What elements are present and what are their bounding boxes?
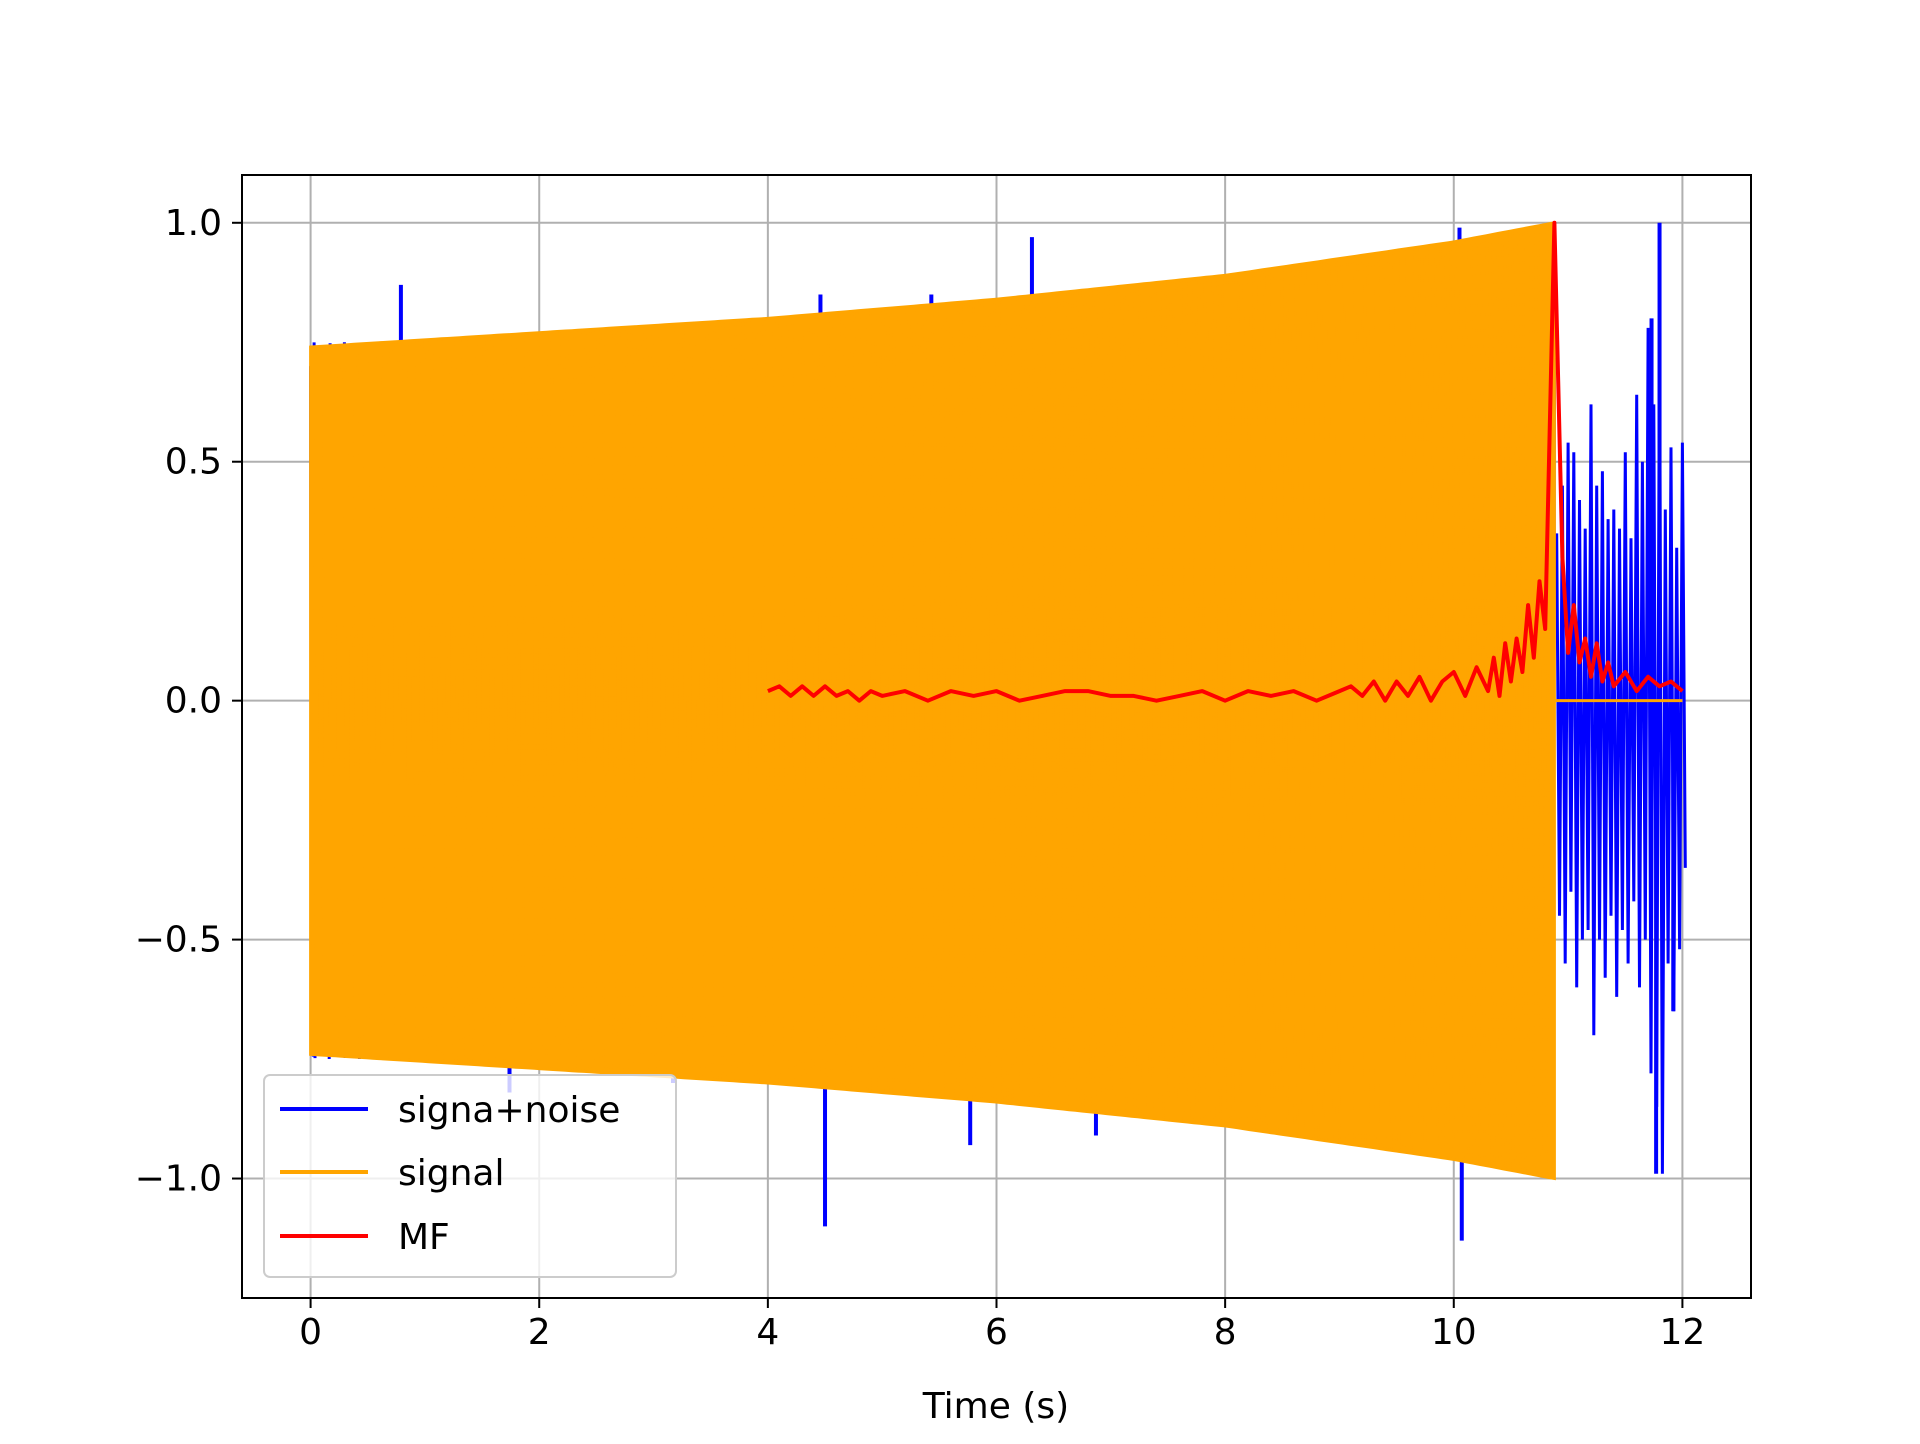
y-tick-label: −0.5	[135, 920, 222, 961]
series-signal-oscillation	[309, 222, 1556, 1179]
x-tick-label: 4	[756, 1312, 779, 1353]
series-mf-line	[767, 220, 1684, 703]
legend-label-signal: signal	[398, 1153, 505, 1194]
y-tick-label: 1.0	[165, 203, 222, 244]
y-tick-label: −1.0	[135, 1159, 222, 1200]
series-layer	[309, 220, 1687, 1241]
ticks-layer: 0 2 4 6 8 10 12 1.0 0.5 0.0 −0.5 −1.0	[135, 203, 1706, 1353]
x-tick-label: 8	[1214, 1312, 1237, 1353]
x-axis-label: Time (s)	[922, 1386, 1069, 1427]
x-tick-label: 12	[1660, 1312, 1706, 1353]
y-tick-label: 0.5	[165, 442, 222, 483]
x-tick-label: 10	[1431, 1312, 1477, 1353]
x-tick-label: 6	[985, 1312, 1008, 1353]
legend-label-noisy: signa+noise	[398, 1090, 620, 1131]
x-tick-label: 0	[299, 1312, 322, 1353]
y-tick-label: 0.0	[165, 681, 222, 722]
legend-frame	[263, 1074, 677, 1278]
x-tick-label: 2	[528, 1312, 551, 1353]
legend: signa+noise signal MF	[263, 1074, 677, 1278]
legend-label-mf: MF	[398, 1217, 450, 1258]
series-signa-noise-tail	[1555, 318, 1687, 1174]
